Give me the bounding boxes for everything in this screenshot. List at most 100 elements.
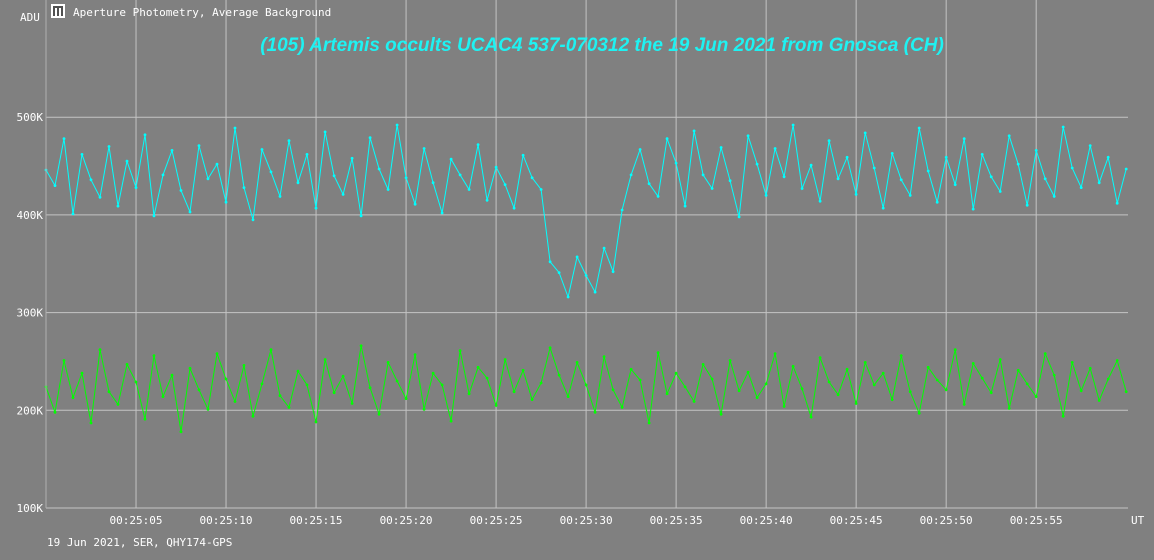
data-point (962, 137, 966, 141)
data-point (827, 380, 831, 384)
data-point (953, 183, 957, 187)
data-point (962, 403, 966, 406)
data-point (917, 126, 921, 130)
data-point (674, 161, 678, 165)
data-point (692, 129, 696, 133)
data-point (80, 371, 84, 375)
data-point (143, 133, 147, 137)
data-point (296, 181, 300, 185)
data-point (1061, 125, 1065, 129)
axis-ticks: 00:25:05 00:25:10 00:25:15 00:25:20 00:25:25… (17, 111, 1063, 527)
data-point (107, 145, 111, 148)
y-tick-label: 300K (17, 307, 44, 320)
data-point (1088, 144, 1092, 148)
data-point (359, 344, 363, 348)
data-point (818, 199, 822, 203)
x-tick-label: 00:25:50 (920, 514, 973, 527)
data-point (521, 153, 525, 157)
data-point (287, 406, 291, 409)
data-point (368, 386, 372, 390)
data-point (449, 157, 453, 161)
data-point (260, 148, 264, 151)
data-point (1070, 166, 1074, 170)
data-point (395, 379, 399, 383)
data-point (107, 390, 111, 394)
data-point (152, 354, 156, 357)
data-point (683, 204, 687, 208)
data-point (1124, 167, 1128, 171)
data-point (557, 271, 561, 274)
data-point (458, 349, 462, 353)
data-point (665, 137, 669, 141)
window-icon[interactable] (51, 4, 65, 18)
data-point (440, 383, 444, 387)
data-point (521, 368, 525, 372)
data-point (260, 382, 264, 386)
data-point (701, 363, 705, 366)
data-point (890, 398, 894, 401)
data-point (476, 365, 480, 369)
data-point (512, 390, 516, 394)
data-point (944, 155, 948, 159)
data-point (80, 153, 84, 156)
data-point (638, 378, 642, 382)
data-point (872, 383, 876, 387)
data-point (422, 147, 426, 150)
data-point (1025, 203, 1029, 207)
data-point (737, 215, 741, 219)
data-point (935, 378, 939, 382)
data-point (656, 351, 660, 355)
data-point (1034, 149, 1038, 152)
data-point (341, 193, 345, 196)
data-point (1052, 373, 1056, 377)
data-point (665, 392, 669, 396)
data-point (1106, 377, 1110, 381)
data-point (611, 270, 615, 273)
footer-info: 19 Jun 2021, SER, QHY174-GPS (47, 536, 232, 549)
data-point (485, 198, 489, 202)
data-point (323, 358, 327, 361)
window-title: Aperture Photometry, Average Background (73, 6, 331, 19)
data-point (458, 173, 462, 177)
data-point (431, 181, 435, 185)
data-point (467, 188, 471, 191)
data-point (926, 365, 930, 369)
data-point (242, 364, 246, 367)
data-point (134, 186, 138, 190)
data-point (422, 407, 426, 411)
data-point (1115, 359, 1119, 362)
data-point (341, 374, 345, 378)
data-point (638, 148, 642, 151)
data-point (836, 177, 840, 181)
data-point (701, 173, 705, 177)
data-point (1097, 399, 1101, 402)
data-point (152, 214, 156, 218)
data-point (188, 366, 192, 370)
data-point (62, 359, 66, 362)
data-point (161, 395, 165, 398)
data-point (296, 369, 300, 373)
data-point (242, 186, 246, 190)
data-point (323, 130, 327, 134)
data-point (287, 139, 291, 143)
data-point (890, 152, 894, 155)
data-point (1016, 162, 1020, 166)
data-point (1115, 201, 1119, 205)
data-point (305, 153, 309, 156)
data-point (1088, 366, 1092, 370)
data-point (809, 163, 813, 167)
x-tick-label: 00:25:05 (110, 514, 163, 527)
data-point (548, 346, 552, 350)
data-point (53, 410, 57, 414)
y-tick-label: 400K (17, 209, 44, 222)
x-tick-label: 00:25:45 (830, 514, 883, 527)
x-tick-label: 00:25:15 (290, 514, 343, 527)
data-point (413, 353, 417, 356)
data-point (998, 358, 1002, 361)
data-point (647, 182, 651, 186)
data-point (98, 195, 102, 199)
data-point (1016, 368, 1020, 372)
x-tick-label: 00:25:35 (650, 514, 703, 527)
data-point (251, 218, 255, 222)
data-point (1052, 195, 1056, 198)
